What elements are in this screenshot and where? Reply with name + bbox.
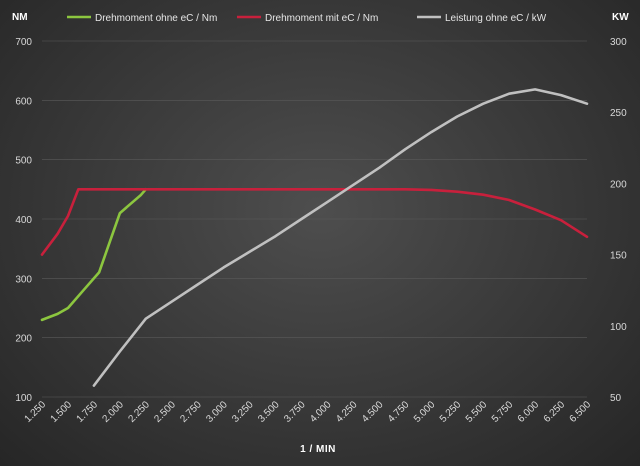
left-tick-label: 200 [15,334,32,345]
legend-label: Drehmoment mit eC / Nm [265,13,378,24]
right-axis-ticks: 50 100 150 200 250 300 [610,37,627,404]
x-tick-label: 3.250 [230,399,256,425]
right-tick-label: 200 [610,179,627,190]
gridlines [42,40,587,398]
right-tick-label: 150 [610,251,627,262]
left-axis-unit: NM [12,12,28,23]
x-tick-label: 3.750 [282,399,308,425]
x-tick-label: 6.500 [568,399,594,425]
left-tick-label: 700 [15,37,32,48]
x-tick-label: 3.000 [204,399,230,425]
left-axis-ticks: 100 200 300 400 500 600 700 [15,37,32,404]
series-line-1 [40,188,148,322]
x-axis-ticks: 1.250 1.500 1.750 2.000 2.250 2.500 2.750 3.000… [23,399,594,425]
left-tick-label: 100 [15,393,32,404]
legend-label: Leistung ohne eC / kW [445,13,547,24]
x-tick-label: 5.000 [412,399,438,425]
x-tick-label: 5.500 [464,399,490,425]
left-tick-label: 400 [15,215,32,226]
right-tick-label: 300 [610,37,627,48]
series-lines [40,88,589,387]
x-tick-label: 6.250 [542,399,568,425]
right-axis-unit: KW [612,12,629,23]
series-line-3 [92,88,589,387]
left-tick-label: 600 [15,96,32,107]
x-tick-label: 3.500 [256,399,282,425]
x-tick-label: 1.500 [49,399,75,425]
axes: NM KW 1 / MIN [12,12,629,455]
x-tick-label: 2.500 [152,399,178,425]
series-line-2 [40,188,589,256]
right-tick-label: 50 [610,393,622,404]
x-tick-label: 4.500 [360,399,386,425]
left-tick-label: 500 [15,156,32,167]
x-tick-label: 4.250 [334,399,360,425]
legend-label: Drehmoment ohne eC / Nm [95,13,217,24]
x-tick-label: 1.750 [75,399,101,425]
legend: Drehmoment ohne eC / Nm Drehmoment mit eC… [67,13,547,24]
x-tick-label: 5.750 [490,399,516,425]
x-tick-label: 2.250 [126,399,152,425]
x-tick-label: 2.750 [178,399,204,425]
x-tick-label: 5.250 [438,399,464,425]
x-tick-label: 6.000 [516,399,542,425]
left-tick-label: 300 [15,274,32,285]
x-tick-label: 4.000 [308,399,334,425]
right-tick-label: 250 [610,108,627,119]
right-tick-label: 100 [610,322,627,333]
x-tick-label: 2.000 [101,399,127,425]
x-axis-label: 1 / MIN [300,444,336,455]
x-tick-label: 4.750 [386,399,412,425]
